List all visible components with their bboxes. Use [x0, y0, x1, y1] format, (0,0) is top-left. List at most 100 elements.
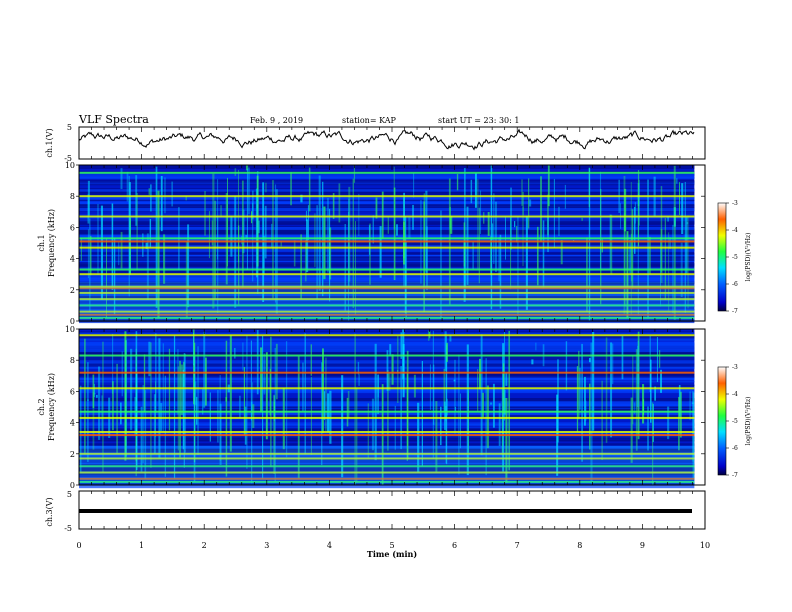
spectrogram-texture	[79, 174, 695, 179]
spectrogram-burst	[600, 189, 602, 305]
spectrogram-burst	[487, 211, 490, 236]
spectrogram-band	[79, 215, 695, 218]
spectrogram-burst	[691, 402, 694, 404]
spectrogram-burst	[234, 347, 236, 359]
spectrogram-burst	[135, 175, 138, 226]
spectrogram-burst	[435, 401, 438, 472]
spectrogram-texture	[79, 484, 695, 489]
spectrogram-burst	[234, 196, 237, 308]
spectrogram-burst	[610, 214, 613, 274]
spectrogram-burst	[531, 359, 534, 365]
colorbar-tick-label: -3	[732, 200, 738, 207]
spectrogram-burst	[490, 402, 493, 405]
spectrogram-burst	[637, 194, 639, 316]
spectrogram-burst	[367, 403, 370, 458]
spectrogram-burst	[321, 362, 323, 466]
spectrogram-burst	[243, 367, 245, 436]
spectrogram-burst	[229, 335, 232, 452]
spectrogram-burst	[516, 225, 518, 243]
spectrogram-burst	[459, 393, 461, 449]
spectrogram-texture	[79, 315, 695, 317]
spectrogram-texture	[79, 318, 695, 320]
spectrogram-texture	[79, 401, 695, 405]
spectrogram-burst	[421, 360, 423, 467]
spectrogram-burst	[393, 166, 395, 229]
spectrogram-burst	[610, 342, 613, 438]
spectrogram-burst	[353, 165, 356, 183]
spectrogram-burst	[179, 360, 181, 458]
spectrogram-burst	[124, 331, 127, 461]
spectrogram-burst	[341, 375, 344, 478]
colorbar-ch2-label: log(PSD)(V²/Hz)	[745, 397, 752, 446]
spectrogram-burst	[514, 221, 516, 228]
spectrogram-burst	[280, 241, 282, 247]
spectrogram-burst	[271, 223, 273, 248]
spectrogram-burst	[130, 348, 133, 430]
spectrogram-burst	[456, 174, 459, 191]
spectrogram-burst	[263, 353, 266, 395]
spectrogram-burst	[338, 183, 341, 223]
spectrogram-burst	[425, 190, 428, 273]
spectrogram-burst	[306, 219, 309, 273]
y-tick-label: 8	[70, 192, 75, 201]
spectrogram-texture	[79, 458, 695, 461]
spectrogram-burst	[660, 369, 662, 393]
spectrogram-burst	[89, 218, 91, 312]
spectrogram-burst	[576, 366, 579, 433]
spectrogram-burst	[142, 385, 144, 464]
spectrogram-burst	[274, 184, 277, 303]
spectrogram-burst	[446, 398, 448, 416]
ch2-spectrogram-ticks	[78, 329, 706, 485]
spectrogram-texture	[79, 455, 695, 458]
ch3-ylabel: ch.3(V)	[45, 497, 54, 526]
spectrogram-burst	[168, 348, 171, 431]
spectrogram-burst	[95, 394, 98, 398]
spectrogram-burst	[685, 217, 688, 274]
spectrogram-burst	[528, 178, 530, 229]
spectrogram-burst	[304, 239, 307, 282]
y-tick-label: 2	[70, 450, 75, 459]
ch1-plot-frame	[78, 126, 706, 160]
spectrogram-burst	[275, 189, 278, 314]
spectrogram-burst	[623, 175, 626, 314]
spectrogram-burst	[560, 240, 563, 265]
ch1-ytick-top: 5	[67, 123, 72, 132]
spectrogram-burst	[308, 167, 311, 212]
spectrogram-burst	[440, 210, 442, 319]
spectrogram-burst	[113, 237, 116, 315]
spectrogram-burst	[635, 349, 638, 451]
spectrogram-texture	[79, 405, 695, 408]
spectrogram-burst	[629, 239, 631, 274]
spectrogram-burst	[444, 401, 446, 430]
spectrogram-band	[79, 195, 695, 198]
spectrogram-texture	[79, 464, 695, 467]
spectrogram-burst	[290, 172, 292, 206]
spectrogram-burst	[413, 374, 416, 398]
spectrogram-burst	[112, 333, 114, 394]
spectrogram-texture	[79, 414, 695, 419]
y-tick-label: 2	[70, 286, 75, 295]
spectrogram-burst	[111, 381, 114, 431]
spectrogram-burst	[322, 348, 324, 434]
y-tick-label: 10	[65, 161, 75, 170]
spectrogram-texture	[79, 424, 695, 427]
spectrogram-texture	[79, 444, 695, 449]
spectrogram-burst	[246, 335, 248, 469]
x-tick-label: 10	[700, 541, 710, 550]
spectrogram-burst	[466, 344, 469, 476]
colorbar-tick-label: -7	[732, 308, 738, 315]
spectrogram-burst	[354, 221, 356, 315]
spectrogram-burst	[637, 345, 639, 407]
spectrogram-burst	[485, 358, 487, 476]
y-tick-label: 4	[70, 419, 75, 428]
spectrogram-burst	[495, 201, 497, 272]
spectrogram-texture	[79, 225, 695, 228]
spectrogram-burst	[676, 178, 678, 184]
spectrogram-burst	[466, 206, 469, 285]
spectrogram-texture	[79, 165, 695, 169]
spectrogram-burst	[592, 331, 595, 431]
spectrogram-burst	[263, 235, 265, 275]
colorbar-ch1-scale	[717, 202, 727, 312]
spectrogram-band	[79, 434, 695, 437]
spectrogram-burst	[354, 333, 356, 485]
